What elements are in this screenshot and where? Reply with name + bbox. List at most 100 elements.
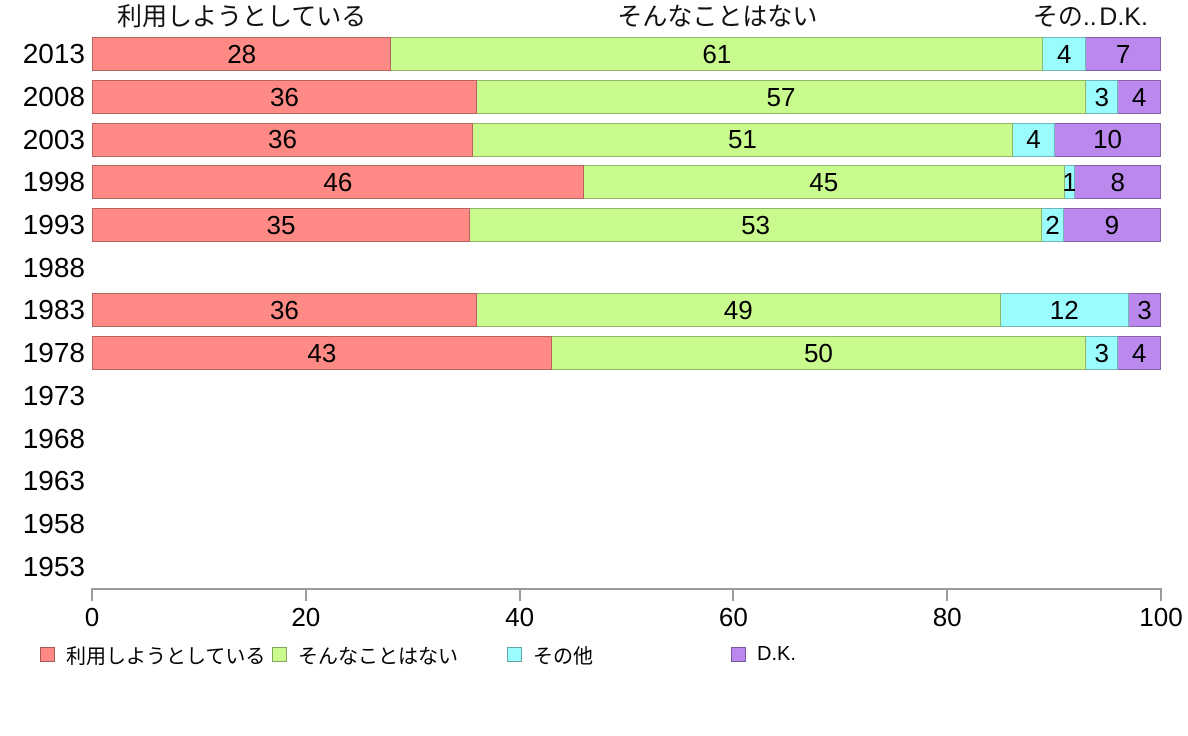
legend-label: D.K. [757,642,796,665]
bar-segment: 46 [92,165,584,200]
year-label: 1983 [22,294,85,326]
legend: 利用しようとしている そんなことはない その他 D.K. [0,641,1188,671]
legend-item: D.K. [731,641,796,667]
bar-segment: 4 [1043,37,1087,72]
bar-value-label: 46 [323,166,353,197]
year-label: 1958 [22,507,85,539]
axis-tick-label: 60 [718,602,748,632]
year-label: 1988 [22,251,85,283]
bar-value-label: 4 [1026,124,1041,155]
bar-value-label: 45 [809,166,839,197]
bar-segment: 45 [583,165,1065,200]
legend-label: 利用しようとしている [66,645,266,668]
bar-value-label: 50 [803,337,833,368]
series-header-label: 利用しようとしている [117,3,367,31]
bar-value-label: 28 [227,38,257,69]
axis-tick [732,588,735,601]
year-label: 1978 [22,337,85,369]
bar-row: 1953 [0,545,1161,588]
axis-tick [304,588,307,601]
axis-tick-label: 0 [84,602,100,632]
bar: 36 51 4 10 [92,122,1161,157]
bar-value-label: 36 [269,294,299,325]
bar-row: 2003 36 51 4 10 [0,118,1161,161]
bar: 28 61 4 7 [92,37,1161,72]
bar-segment: 4 [1118,80,1161,115]
bar-segment: 36 [92,122,474,157]
bar-segment: 4 [1012,122,1056,157]
legend-swatch [40,646,55,662]
bar-segment: 35 [92,208,470,243]
bar-segment: 36 [92,80,477,115]
x-axis-line [92,588,1162,590]
bar-value-label: 53 [741,209,771,240]
bar-value-label: 36 [268,124,297,155]
bar-segment: 4 [1118,336,1161,371]
bar-row: 1958 [0,503,1161,546]
axis-tick [1160,588,1162,601]
series-header-label: D.K. [1099,3,1148,31]
bar-value-label: 8 [1110,166,1125,197]
year-label: 1973 [22,379,85,411]
year-label: 1968 [22,422,85,454]
bar-segment: 28 [92,37,392,72]
bar-segment: 8 [1075,165,1161,200]
series-header-label: そんなことはない [617,3,818,31]
bar-value-label: 2 [1045,209,1060,240]
bar-value-label: 35 [266,209,296,240]
bar-segment: 51 [473,122,1013,157]
legend-item: そんなことはない [272,641,458,668]
bar-row: 1983 36 49 12 3 [0,289,1161,332]
bar-value-label: 36 [269,81,299,112]
bar-value-label: 4 [1131,81,1147,112]
legend-label: そんなことはない [298,645,458,668]
bar-row: 1963 [0,460,1161,503]
bar-segment: 3 [1128,293,1161,328]
bar-segment: 10 [1055,122,1161,157]
bar-value-label: 7 [1115,38,1131,69]
bar-value-label: 51 [727,124,757,155]
bar-segment: 57 [476,80,1087,115]
bar-row: 1993 35 53 2 9 [0,204,1161,247]
bar-row: 1998 46 45 1 8 [0,161,1161,204]
bar-row: 2008 36 57 3 4 [0,76,1161,119]
bar-segment: 12 [1000,293,1129,328]
bar: 36 57 3 4 [92,80,1161,115]
bar-value-label: 1 [1062,166,1077,197]
plot-rows: 2013 28 61 4 7 2008 36 57 3 4 2003 36 51 4 10 1998 46 45 1… [0,33,1161,588]
bar-value-label: 3 [1137,294,1152,325]
bar-segment: 53 [469,208,1043,243]
bar-row: 2013 28 61 4 7 [0,33,1161,76]
bar-value-label: 3 [1094,81,1109,112]
year-label: 2008 [22,81,85,113]
year-label: 2013 [22,38,85,70]
bar-segment: 2 [1042,208,1064,243]
bar-row: 1988 [0,246,1161,289]
year-label: 1998 [22,166,85,198]
bar-value-label: 3 [1094,337,1109,368]
bar-value-label: 9 [1104,209,1120,240]
bar: 35 53 2 9 [92,208,1161,243]
bar: 46 45 1 8 [92,165,1161,200]
legend-item: その他 [507,641,593,668]
bar: 43 50 3 4 [92,336,1161,371]
year-label: 1953 [22,550,85,582]
bar-value-label: 61 [702,38,732,69]
bar-value-label: 43 [307,337,337,368]
axis-tick [518,588,521,601]
axis-tick-label: 80 [932,602,962,632]
bar-segment: 3 [1086,336,1119,371]
bar-value-label: 12 [1049,294,1079,325]
bar-segment: 36 [92,293,477,328]
series-header-label: その.. [1032,3,1097,31]
year-label: 1993 [22,209,85,241]
bar-row: 1968 [0,417,1161,460]
bar-segment: 1 [1062,165,1077,200]
legend-swatch [272,646,287,662]
bar-value-label: 10 [1093,124,1122,155]
bar-row: 1973 [0,375,1161,418]
axis-tick-label: 100 [1139,602,1183,632]
bar-value-label: 49 [723,294,753,325]
bar-segment: 3 [1086,80,1119,115]
